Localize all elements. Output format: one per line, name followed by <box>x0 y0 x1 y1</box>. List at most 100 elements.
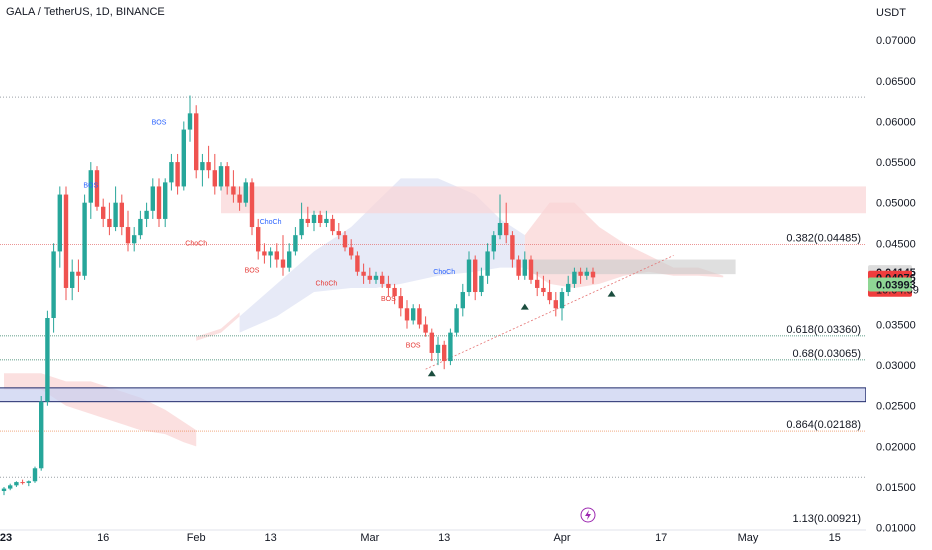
candle-body <box>491 235 496 252</box>
candle-body <box>169 162 174 183</box>
candle-body <box>256 227 261 252</box>
candle-body <box>553 300 558 309</box>
candle-body <box>181 129 186 187</box>
ichimoku-cloud-blue <box>239 178 525 333</box>
candle-body <box>1 488 7 492</box>
candle-body <box>417 308 422 325</box>
candle-body <box>119 202 124 228</box>
time-tick-label: 15 <box>829 532 841 544</box>
zone-gray <box>531 259 736 275</box>
time-tick-label: May <box>738 532 759 544</box>
trendline <box>425 255 674 370</box>
candle-body <box>311 214 317 223</box>
fib-label: 1.13(0.00921) <box>793 513 862 525</box>
price-tick-label: 0.05500 <box>876 157 916 169</box>
price-tick-label: 0.07000 <box>876 35 916 47</box>
candle-body <box>423 324 428 333</box>
zone-red <box>221 186 885 214</box>
candle-body <box>460 292 465 309</box>
candle-body <box>528 259 534 280</box>
candle-body <box>392 287 397 297</box>
candle-body <box>380 275 385 284</box>
candle-body <box>336 231 341 236</box>
fib-label: 0.382(0.04485) <box>786 233 861 245</box>
candle-body <box>132 235 137 244</box>
candle-body <box>138 218 143 236</box>
structure-label: BOS <box>381 296 396 303</box>
candle-body <box>14 482 19 486</box>
candle-body <box>535 279 540 288</box>
candle-body <box>144 210 149 219</box>
candle-body <box>243 182 248 203</box>
candle-body <box>572 271 577 284</box>
candle-body <box>435 344 441 353</box>
structure-label: ChoCh <box>433 269 455 276</box>
structure-label: BOS <box>152 120 167 127</box>
candle-body <box>212 170 217 187</box>
price-badge-label: 0.03993 <box>876 279 916 291</box>
candle-body <box>497 222 503 236</box>
candle-body <box>82 202 87 276</box>
candle-body <box>479 275 484 293</box>
candle-body <box>342 235 348 248</box>
candle-body <box>330 218 335 232</box>
candle-body <box>280 259 286 268</box>
candle-body <box>566 283 571 293</box>
candle-body <box>88 170 93 203</box>
zone-blue <box>0 387 867 403</box>
candle-body <box>516 259 521 276</box>
time-tick-label: Feb <box>187 532 206 544</box>
candle-body <box>94 170 100 207</box>
price-axis-unit: USDT <box>876 7 906 19</box>
price-tick-label: 0.01000 <box>876 523 916 535</box>
candle-body <box>373 275 379 280</box>
candle-body <box>274 251 279 260</box>
candle-body <box>287 251 292 268</box>
candle-body <box>57 194 62 252</box>
candle-body <box>355 255 360 272</box>
candle-body <box>504 222 509 236</box>
candle-body <box>559 292 565 309</box>
structure-label: ChoCh <box>260 219 282 226</box>
time-tick-label: Apr <box>553 532 570 544</box>
lightning-icon-circle <box>580 507 596 523</box>
time-tick-label: 17 <box>655 532 667 544</box>
candle-body <box>231 186 236 195</box>
candle-body <box>454 308 459 333</box>
structure-label: BOS <box>245 268 260 275</box>
candle-body <box>194 113 199 171</box>
candle-body <box>225 166 230 187</box>
structure-label: BOS <box>83 182 98 189</box>
time-tick-label: Mar <box>360 532 379 544</box>
price-tick-label: 0.06000 <box>876 116 916 128</box>
time-tick-label: 13 <box>264 532 276 544</box>
time-tick-label: 13 <box>438 532 450 544</box>
marker-triangle <box>607 290 616 297</box>
candle-body <box>268 251 273 256</box>
fib-label: 0.68(0.03065) <box>793 348 862 360</box>
price-tick-label: 0.01500 <box>876 482 916 494</box>
candle-body <box>107 218 112 228</box>
structure-label: BOS <box>406 342 421 349</box>
candle-body <box>547 292 552 301</box>
price-tick-label: 0.02500 <box>876 401 916 413</box>
candle-body <box>318 214 323 223</box>
candle-body <box>404 308 410 321</box>
candle-body <box>262 251 267 256</box>
candle-body <box>45 318 50 402</box>
candle-body <box>163 182 168 219</box>
candle-body <box>113 202 118 228</box>
candle-body <box>541 287 546 293</box>
candle-body <box>299 218 304 236</box>
candle-body <box>8 485 13 489</box>
candle-body <box>584 271 589 276</box>
price-tick-label: 0.04500 <box>876 238 916 250</box>
candle-body <box>51 251 56 319</box>
candle-body <box>39 401 44 469</box>
candle-body <box>386 283 391 288</box>
marker-triangle <box>520 303 529 310</box>
candle-body <box>293 235 298 252</box>
candle-body <box>522 259 527 276</box>
candle-body <box>349 247 354 256</box>
